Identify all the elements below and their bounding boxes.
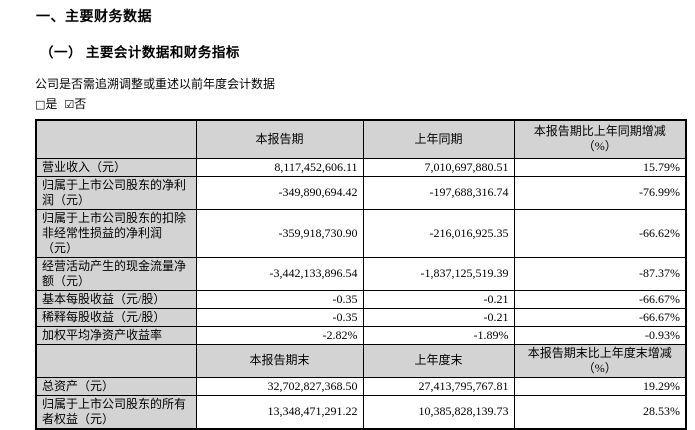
section-title: 一、主要财务数据 [36, 10, 152, 25]
table-row: 基本每股收益（元/股） -0.35 -0.21 -66.67% [35, 289, 687, 309]
change-value: -66.67% [513, 289, 687, 309]
table-row: 归属于上市公司股东的净利 润（元） -349,890,694.42 -197,6… [35, 175, 687, 210]
change-value: 19.29% [513, 376, 687, 396]
prior-value: -216,016,925.35 [362, 208, 515, 258]
header-blank-cell [35, 119, 197, 159]
current-value: -3,442,133,896.54 [195, 256, 364, 291]
metric-label: 加权平均净资产收益率 [35, 325, 197, 345]
header-yearend-change-pct: 本报告期末比上年度末增减 （%） [513, 343, 687, 378]
prior-value: 27,413,795,767.81 [362, 376, 515, 396]
financial-data-table: 本报告期 上年同期 本报告期比上年同期增减 （%） 营业收入（元） 8,117,… [35, 119, 687, 430]
table-row: 营业收入（元） 8,117,452,606.11 7,010,697,880.5… [35, 157, 687, 177]
prior-value: -197,688,316.74 [362, 175, 515, 210]
change-value: -66.62% [513, 208, 687, 258]
current-value: -359,918,730.90 [195, 208, 364, 258]
table-header-period: 本报告期 上年同期 本报告期比上年同期增减 （%） [35, 119, 687, 159]
checkbox-no-label: 否 [74, 97, 87, 111]
current-value: 8,117,452,606.11 [195, 157, 364, 177]
header-change-pct: 本报告期比上年同期增减 （%） [513, 119, 687, 159]
table-header-yearend: 本报告期末 上年度末 本报告期末比上年度末增减 （%） [35, 343, 687, 378]
change-value: -66.67% [513, 307, 687, 327]
checkbox-unchecked-icon: □ [35, 98, 46, 111]
checkbox-checked-icon: ☑ [64, 98, 75, 111]
table-row: 归属于上市公司股东的所有 者权益（元） 13,348,471,291.22 10… [35, 394, 687, 429]
current-value: -349,890,694.42 [195, 175, 364, 210]
metric-label: 营业收入（元） [35, 157, 197, 177]
current-value: -2.82% [195, 325, 364, 345]
change-value: 28.53% [513, 394, 687, 429]
change-value: 15.79% [513, 157, 687, 177]
restatement-option-yes: □是 [35, 97, 57, 111]
header-blank-cell [35, 343, 197, 378]
change-value: -76.99% [513, 175, 687, 210]
current-value: 13,348,471,291.22 [195, 394, 364, 429]
metric-label: 归属于上市公司股东的扣除 非经常性损益的净利润 （元） [35, 208, 197, 258]
prior-value: -0.21 [362, 289, 515, 309]
table-row: 归属于上市公司股东的扣除 非经常性损益的净利润 （元） -359,918,730… [35, 208, 687, 258]
table-row: 加权平均净资产收益率 -2.82% -1.89% -0.93% [35, 325, 687, 345]
metric-label: 归属于上市公司股东的净利 润（元） [35, 175, 197, 210]
change-value: -0.93% [513, 325, 687, 345]
header-current-period: 本报告期 [195, 119, 364, 159]
prior-value: 10,385,828,139.73 [362, 394, 515, 429]
current-value: -0.35 [195, 307, 364, 327]
table-row: 总资产（元） 32,702,827,368.50 27,413,795,767.… [35, 376, 687, 396]
prior-value: -0.21 [362, 307, 515, 327]
prior-value: -1.89% [362, 325, 515, 345]
checkbox-yes-label: 是 [45, 97, 58, 111]
metric-label: 经营活动产生的现金流量净 额（元） [35, 256, 197, 291]
metric-label: 归属于上市公司股东的所有 者权益（元） [35, 394, 197, 429]
current-value: -0.35 [195, 289, 364, 309]
metric-label: 稀释每股收益（元/股） [35, 307, 197, 327]
prior-value: -1,837,125,519.39 [362, 256, 515, 291]
metric-label: 总资产（元） [35, 376, 197, 396]
metric-label: 基本每股收益（元/股） [35, 289, 197, 309]
prior-value: 7,010,697,880.51 [362, 157, 515, 177]
subsection-title: （一） 主要会计数据和财务指标 [40, 45, 240, 60]
table-row: 经营活动产生的现金流量净 额（元） -3,442,133,896.54 -1,8… [35, 256, 687, 291]
header-prior-period: 上年同期 [362, 119, 515, 159]
change-value: -87.37% [513, 256, 687, 291]
restatement-question: 公司是否需追溯调整或重述以前年度会计数据 [35, 77, 276, 91]
header-prior-yearend: 上年度末 [362, 343, 515, 378]
table-row: 稀释每股收益（元/股） -0.35 -0.21 -66.67% [35, 307, 687, 327]
restatement-answer-row: □是 ☑否 [35, 97, 687, 112]
current-value: 32,702,827,368.50 [195, 376, 364, 396]
header-period-end: 本报告期末 [195, 343, 364, 378]
restatement-option-no: ☑否 [64, 97, 86, 111]
